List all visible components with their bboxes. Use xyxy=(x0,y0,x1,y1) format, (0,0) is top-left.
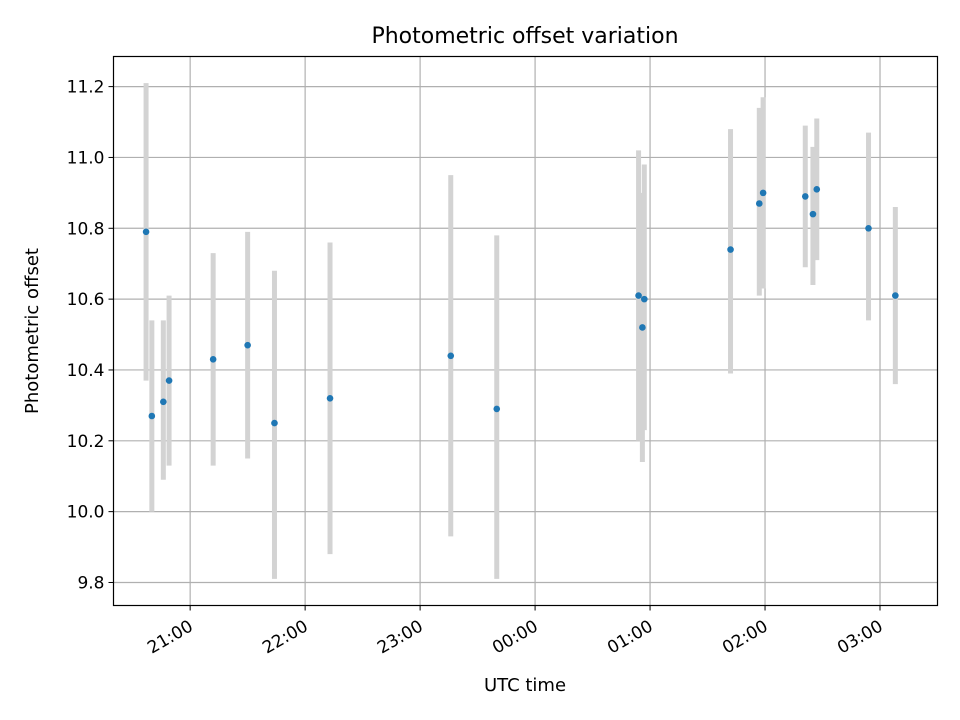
data-point xyxy=(142,228,150,236)
data-point xyxy=(755,200,763,207)
data-point xyxy=(759,189,767,197)
data-point xyxy=(813,186,821,193)
data-point xyxy=(165,377,173,384)
data-point xyxy=(493,405,501,413)
y-tick-label: 10.8 xyxy=(67,219,105,239)
data-point xyxy=(447,352,455,360)
data-point xyxy=(809,210,817,218)
chart-title: Photometric offset variation xyxy=(371,24,678,49)
y-tick-label: 10.2 xyxy=(67,432,105,452)
plot-frame xyxy=(112,55,939,607)
data-point xyxy=(160,398,167,406)
y-tick-label: 11.2 xyxy=(67,78,105,98)
point-layer xyxy=(142,186,899,427)
y-tick-label: 11.0 xyxy=(67,148,105,168)
data-point xyxy=(727,246,734,253)
y-tick-label: 10.0 xyxy=(67,503,105,523)
data-point xyxy=(326,394,334,402)
data-point xyxy=(641,295,648,303)
data-point xyxy=(892,292,899,299)
data-point xyxy=(209,356,217,363)
data-point xyxy=(635,292,642,299)
y-tick-label: 10.6 xyxy=(67,290,105,310)
y-tick-label: 9.8 xyxy=(77,573,104,593)
data-point xyxy=(244,341,251,349)
data-point xyxy=(271,419,278,427)
x-axis-label: UTC time xyxy=(484,675,566,696)
data-point xyxy=(148,412,156,420)
data-point xyxy=(639,324,646,331)
grid-layer xyxy=(113,56,938,606)
y-tick-label: 10.4 xyxy=(67,361,105,381)
data-point xyxy=(801,193,809,200)
data-point xyxy=(865,224,872,232)
y-axis-label: Photometric offset xyxy=(22,248,43,414)
